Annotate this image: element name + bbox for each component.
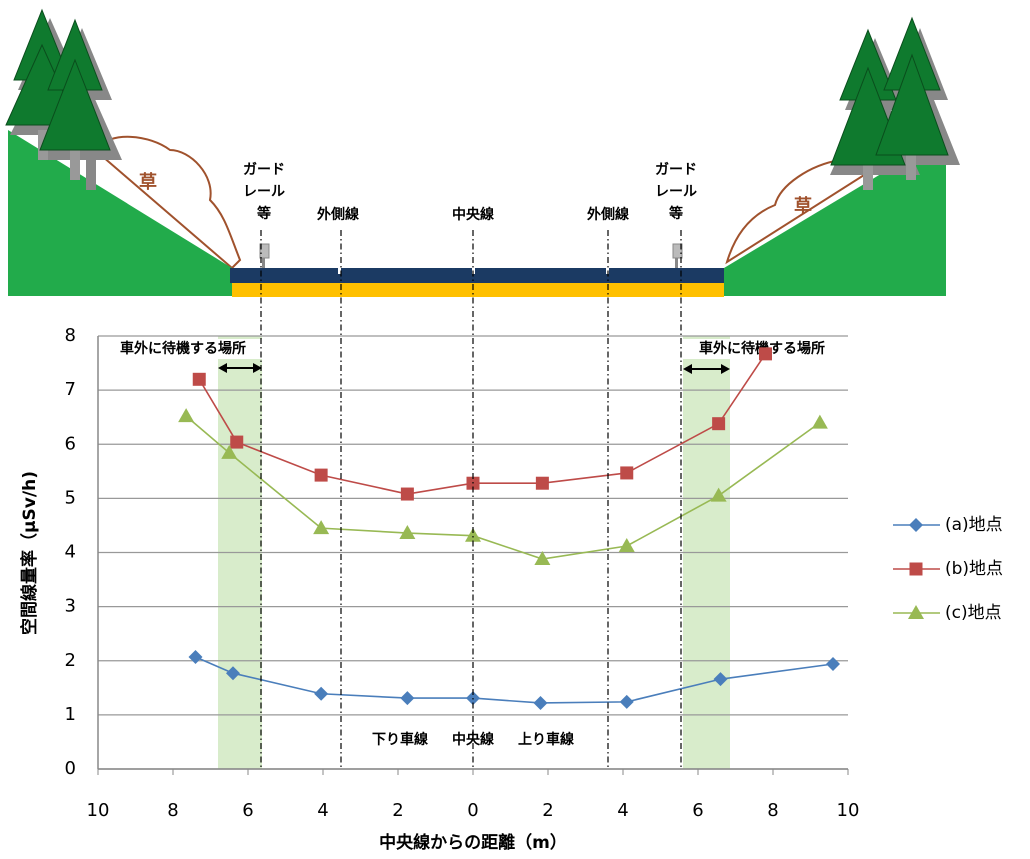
y-tick-label: 6: [65, 433, 76, 454]
arrow-head: [683, 364, 692, 374]
road-base: [232, 283, 724, 297]
x-tick-label: 8: [167, 800, 178, 821]
trees: [5, 8, 949, 190]
marker: [811, 414, 828, 429]
x-tick-label: 4: [317, 800, 328, 821]
y-tick-label: 0: [65, 758, 76, 779]
legend-label: (a)地点: [945, 515, 1003, 535]
marker: [188, 649, 203, 664]
marker: [759, 347, 772, 361]
marker: [618, 538, 635, 553]
annotation-bg: [103, 339, 263, 359]
y-tick-label: 2: [65, 650, 76, 671]
arrow-head: [253, 363, 262, 373]
marker: [221, 444, 238, 459]
annotation: 下り車線: [372, 731, 428, 748]
x-tick-label: 0: [467, 800, 478, 821]
y-axis-label: 空間線量率（μSv/h): [19, 471, 40, 635]
marker: [399, 525, 416, 540]
y-tick-label: 4: [65, 542, 76, 563]
illustration-label: ガード: [655, 162, 697, 178]
y-tick-label: 1: [65, 704, 76, 725]
x-tick-label: 10: [837, 800, 860, 821]
legend-marker: [908, 605, 924, 619]
guardrail-post: [262, 258, 265, 268]
road-surface: [230, 268, 724, 283]
illustration-label: ガード: [243, 162, 285, 178]
x-tick-label: 6: [242, 800, 253, 821]
marker: [710, 487, 727, 502]
grass-label: 草: [794, 195, 812, 217]
annotation: 車外に待機する場所: [120, 340, 246, 357]
marker: [400, 487, 414, 501]
arrow-head: [218, 363, 227, 373]
right-slope: [724, 135, 946, 296]
x-tick-label: 2: [542, 800, 553, 821]
marker: [400, 691, 415, 706]
marker: [620, 466, 634, 480]
marker: [192, 372, 206, 386]
marker: [619, 694, 634, 709]
illustration-label: 外側線: [317, 206, 359, 223]
marker: [712, 417, 726, 431]
y-tick-label: 5: [65, 487, 76, 508]
marker: [826, 656, 840, 671]
x-tick-label: 6: [692, 800, 703, 821]
legend-marker: [909, 562, 923, 576]
marker: [230, 435, 244, 449]
chart: 0123456781086420246810車外に待機する場所車外に待機する場所…: [65, 325, 1004, 821]
x-tick-label: 2: [392, 800, 403, 821]
marker: [314, 686, 329, 701]
marker: [533, 695, 548, 710]
marker: [226, 666, 240, 681]
marker: [465, 527, 481, 542]
guardrail-post: [675, 258, 678, 268]
illustration-label: 等: [257, 205, 271, 222]
illustration: [5, 8, 960, 297]
legend-marker: [909, 518, 923, 532]
y-tick-label: 7: [65, 379, 76, 400]
grass-cloud: [93, 135, 242, 270]
marker: [313, 520, 330, 535]
y-tick-label: 8: [65, 325, 76, 346]
illustration-label: 等: [669, 205, 683, 222]
series-line: [195, 656, 834, 704]
grass-label: 草: [139, 171, 157, 193]
marker: [534, 550, 551, 565]
x-tick-label: 8: [767, 800, 778, 821]
marker: [713, 672, 728, 687]
illustration-label: レール: [243, 184, 285, 200]
x-tick-label: 4: [617, 800, 628, 821]
annotation: 上り車線: [518, 731, 574, 748]
lane-mark: [338, 268, 341, 274]
legend-label: (c)地点: [945, 603, 1002, 623]
illustration-label: 外側線: [587, 206, 629, 223]
left-slope: [8, 130, 232, 296]
illustration-label: 中央線: [452, 206, 494, 223]
arrow-head: [721, 364, 730, 374]
marker: [178, 408, 195, 423]
x-tick-label: 10: [87, 800, 110, 821]
marker: [535, 476, 549, 490]
y-tick-label: 3: [65, 596, 76, 617]
illustration-label: レール: [655, 184, 697, 200]
legend-label: (b)地点: [945, 559, 1003, 579]
marker: [314, 468, 328, 482]
x-axis-label: 中央線からの距離（m）: [379, 832, 567, 853]
